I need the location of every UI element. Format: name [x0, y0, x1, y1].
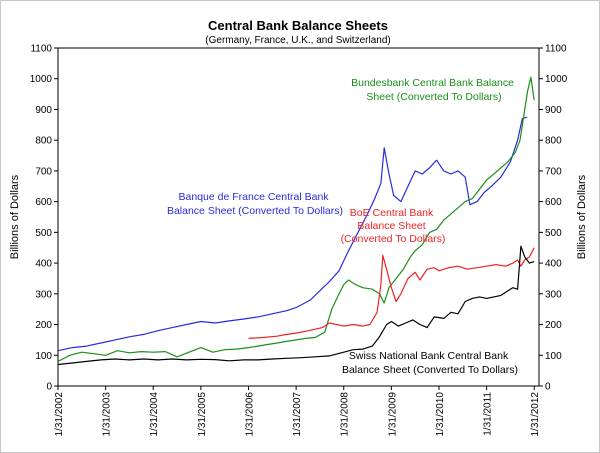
- x-tick-label: 1/31/2005: [197, 392, 208, 437]
- y-tick-label-left: 500: [35, 228, 52, 239]
- x-axis: 1/31/2002 1/31/2003 1/31/2004 1/31/2005 1/31…: [54, 386, 541, 437]
- x-tick-label: 1/31/2009: [387, 392, 398, 437]
- y-tick-label-left: 200: [35, 320, 52, 331]
- x-tick-label: 1/31/2010: [435, 392, 446, 437]
- series-group: [57, 76, 535, 366]
- y-tick-label-left: 900: [35, 105, 52, 116]
- series-line-banque-de-france: [57, 116, 528, 352]
- y-tick-label-left: 800: [35, 136, 52, 147]
- chart-title: Central Bank Balance Sheets: [208, 18, 388, 33]
- x-tick-label: 1/31/2006: [244, 392, 255, 437]
- y-tick-label-right: 0: [545, 382, 551, 393]
- y-tick-label-left: 100: [35, 351, 52, 362]
- x-tick-label: 1/31/2004: [149, 392, 160, 437]
- y-tick-label-right: 100: [545, 351, 562, 362]
- x-tick-label: 1/31/2008: [340, 392, 351, 437]
- x-tick-label: 1/31/2012: [530, 392, 541, 437]
- y-tick-label-left: 1000: [30, 74, 53, 85]
- y-tick-label-right: 800: [545, 136, 562, 147]
- x-tick-label: 1/31/2002: [54, 392, 65, 437]
- chart-subtitle: (Germany, France, U.K., and Switzerland): [205, 35, 390, 46]
- y-tick-label-right: 400: [545, 259, 562, 270]
- x-tick-label: 1/31/2003: [102, 392, 113, 437]
- y-tick-label-left: 700: [35, 166, 52, 177]
- y-tick-label-left: 300: [35, 289, 52, 300]
- y-tick-label-right: 600: [545, 197, 562, 208]
- y-tick-label-left: 1100: [30, 44, 52, 55]
- y-tick-label-left: 400: [35, 259, 52, 270]
- y-tick-label-left: 600: [35, 197, 52, 208]
- y-tick-label-right: 1100: [545, 44, 567, 55]
- annotation-boe: BoE Central Bank Balance Sheet (Converte…: [341, 207, 446, 245]
- y-tick-label-right: 200: [545, 320, 562, 331]
- x-tick-label: 1/31/2007: [292, 392, 303, 437]
- y-tick-label-right: 1000: [545, 74, 568, 85]
- y-tick-label-right: 900: [545, 105, 562, 116]
- annotation-swiss-national-bank: Swiss National Bank Central Bank Balance…: [342, 350, 518, 376]
- x-tick-label: 1/31/2011: [483, 392, 494, 436]
- series-line-swiss-national-bank: [57, 245, 535, 366]
- y-axis-label-left: Billions of Dollars: [9, 174, 21, 259]
- annotation-bundesbank: Bundesbank Central Bank Balance Sheet (C…: [351, 77, 517, 103]
- y-tick-label-right: 500: [545, 228, 562, 239]
- y-tick-label-left: 0: [46, 382, 52, 393]
- series-line-bundesbank: [57, 76, 535, 362]
- series-line-boe: [248, 247, 535, 339]
- plot-area: [57, 47, 540, 387]
- annotation-banque-de-france: Banque de France Central Bank Balance Sh…: [167, 191, 343, 217]
- y-axis-label-right: Billions of Dollars: [576, 174, 588, 259]
- y-tick-label-right: 700: [545, 166, 562, 177]
- y-tick-label-right: 300: [545, 289, 562, 300]
- y-axis-left: 0 100 200 300 400 500 600 700 800 900 1000 1100: [30, 44, 58, 393]
- y-axis-right: 0 100 200 300 400 500 600 700 800 900 1000 1100: [539, 44, 568, 393]
